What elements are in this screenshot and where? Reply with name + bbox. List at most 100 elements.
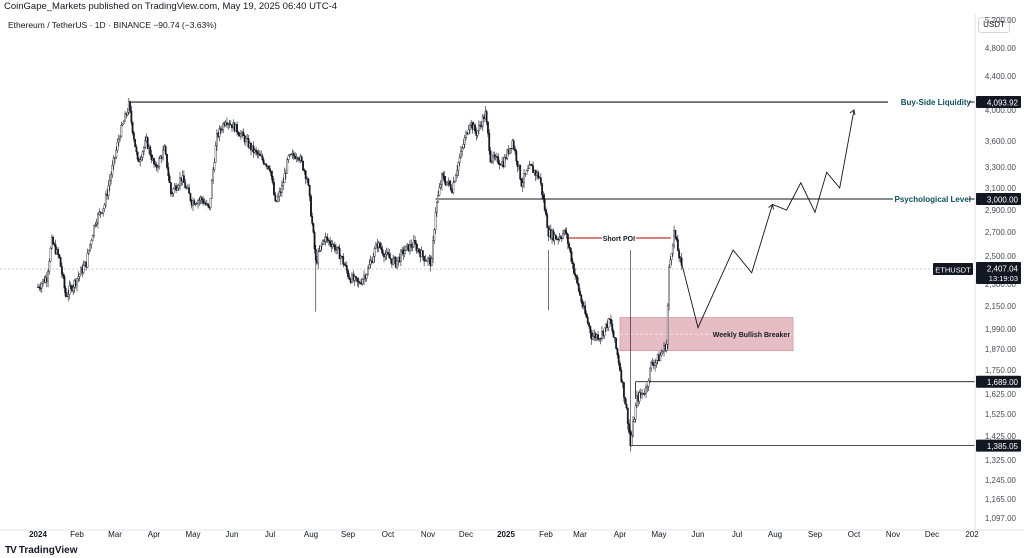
candle-body <box>537 172 540 179</box>
candle-body <box>581 301 584 308</box>
candle-body <box>569 247 572 252</box>
time-tick-label: Feb <box>539 530 553 539</box>
price-tick-label: 4,800.00 <box>985 44 1017 53</box>
candle-body <box>311 216 314 224</box>
time-tick-label: 2025 <box>497 530 515 539</box>
candle-body <box>649 367 651 382</box>
candle-body <box>586 317 589 324</box>
candle-body <box>82 265 85 274</box>
candle-body <box>131 122 134 134</box>
candle-body <box>676 239 679 251</box>
candle-body <box>651 362 654 365</box>
candle-body <box>252 145 255 153</box>
candle-body <box>91 235 94 241</box>
candle-body <box>485 111 488 123</box>
candle-body <box>528 164 531 170</box>
candle-body <box>219 128 222 131</box>
candle-body <box>633 419 636 423</box>
candle-body <box>300 156 303 162</box>
candle-body <box>339 256 342 260</box>
time-tick-label: Sep <box>808 530 823 539</box>
candle-body <box>465 132 467 138</box>
candle-body <box>261 155 264 161</box>
candle-body <box>197 200 199 204</box>
time-tick-label: May <box>651 530 666 539</box>
candle-body <box>527 168 529 171</box>
candle-body <box>592 335 594 340</box>
candle-body <box>38 286 41 289</box>
candle-body <box>146 137 149 149</box>
candle-body <box>645 387 647 394</box>
candle-body <box>400 250 402 262</box>
symbol-line: Ethereum / TetherUS · 1D · BINANCE ‭−90.… <box>8 20 217 30</box>
candle-body <box>357 281 360 283</box>
candle-body <box>77 276 80 280</box>
time-tick-label: Apr <box>148 530 161 539</box>
candle-body <box>256 151 259 155</box>
candle-body <box>489 150 492 163</box>
candle-body <box>57 249 60 255</box>
candle-body <box>329 240 331 245</box>
candle-body <box>218 128 221 138</box>
candle-body <box>671 245 674 254</box>
candle-body <box>557 238 560 240</box>
candle-body <box>461 147 464 152</box>
candle-body <box>623 382 625 398</box>
candle-body <box>90 240 93 245</box>
candle-body <box>405 245 407 251</box>
candle-body <box>283 173 286 183</box>
candle-body <box>638 392 641 402</box>
candle-body <box>115 149 118 158</box>
candle-body <box>359 282 361 284</box>
candle-body <box>542 194 545 200</box>
candle-body <box>403 250 406 255</box>
candle-body <box>613 337 616 339</box>
candle-body <box>559 236 562 239</box>
level-price-tag-bg <box>976 375 1021 388</box>
candle-body <box>367 268 369 275</box>
currency-unit-button[interactable]: USDT <box>978 17 1010 33</box>
candle-body <box>326 237 329 241</box>
candle-body <box>680 257 683 266</box>
candle-body <box>124 113 126 122</box>
candle-body <box>519 164 522 180</box>
footer-brand[interactable]: TV TradingView <box>5 545 78 556</box>
candle-body <box>97 213 99 224</box>
candle-body <box>198 199 201 201</box>
candle-body <box>53 243 56 245</box>
level-price-tag-bg <box>976 439 1021 452</box>
candle-body <box>355 276 357 279</box>
candle-body <box>674 229 677 238</box>
candle-body <box>515 150 518 162</box>
candle-body <box>67 293 70 297</box>
candle-body <box>247 138 250 148</box>
candle-body <box>288 153 291 157</box>
candle-body <box>566 234 569 244</box>
candle-body <box>625 403 628 409</box>
price-tick-label: 3,600.00 <box>985 137 1017 146</box>
level-price-tag-bg <box>976 193 1021 205</box>
candle-body <box>670 253 673 260</box>
candle-body <box>209 198 212 208</box>
candle-body <box>342 256 345 265</box>
candle-body <box>457 162 460 171</box>
candle-body <box>487 121 489 134</box>
time-tick-label: Apr <box>614 530 627 539</box>
time-tick-label: Aug <box>768 530 782 539</box>
time-tick-label: Aug <box>304 530 318 539</box>
candle-body <box>577 283 580 292</box>
candle-body <box>615 338 618 349</box>
candle-body <box>361 279 364 284</box>
candle-body <box>669 259 672 268</box>
price-tick-label: 4,000.00 <box>985 106 1017 115</box>
candle-body <box>512 140 515 150</box>
time-tick-label: May <box>185 530 200 539</box>
candle-body <box>126 112 129 116</box>
candle-body <box>418 248 420 253</box>
candle-body <box>110 174 112 181</box>
candle-body <box>532 165 534 173</box>
candle-body <box>481 116 484 127</box>
candle-body <box>59 257 62 267</box>
candle-body <box>396 260 398 268</box>
